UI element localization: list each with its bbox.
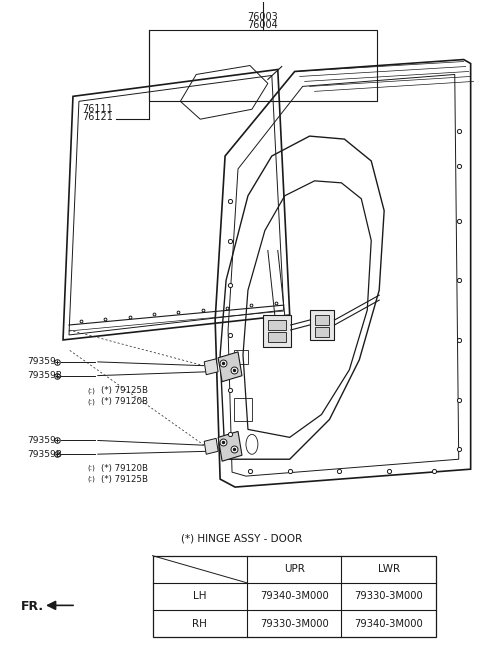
Text: (:): (:) bbox=[87, 387, 95, 394]
Text: 79330-3M000: 79330-3M000 bbox=[260, 618, 328, 629]
Polygon shape bbox=[218, 432, 242, 461]
Text: RH: RH bbox=[192, 618, 207, 629]
Bar bbox=[234, 398, 252, 421]
Text: (:): (:) bbox=[87, 476, 95, 483]
Text: 79330-3M000: 79330-3M000 bbox=[354, 592, 423, 601]
Text: LH: LH bbox=[193, 592, 206, 601]
Text: 79340-3M000: 79340-3M000 bbox=[354, 618, 423, 629]
FancyBboxPatch shape bbox=[268, 320, 286, 330]
Text: (*) 79120B: (*) 79120B bbox=[101, 464, 148, 473]
FancyBboxPatch shape bbox=[314, 327, 329, 337]
Text: FR.: FR. bbox=[21, 600, 44, 613]
Text: 76004: 76004 bbox=[248, 20, 278, 30]
Text: UPR: UPR bbox=[284, 564, 305, 574]
Text: 79359: 79359 bbox=[27, 436, 56, 445]
Text: (*) 79125B: (*) 79125B bbox=[101, 386, 148, 395]
Text: (*) HINGE ASSY - DOOR: (*) HINGE ASSY - DOOR bbox=[181, 534, 302, 544]
FancyBboxPatch shape bbox=[263, 315, 291, 347]
Text: 76121: 76121 bbox=[82, 112, 113, 122]
Polygon shape bbox=[204, 358, 218, 375]
Text: 76003: 76003 bbox=[248, 12, 278, 22]
Text: (*) 79120B: (*) 79120B bbox=[101, 397, 148, 406]
Text: (:): (:) bbox=[87, 398, 95, 405]
FancyBboxPatch shape bbox=[310, 310, 335, 340]
Polygon shape bbox=[218, 352, 242, 382]
Text: LWR: LWR bbox=[378, 564, 400, 574]
Text: (:): (:) bbox=[87, 465, 95, 471]
Text: 79359B: 79359B bbox=[27, 450, 62, 459]
Text: (*) 79125B: (*) 79125B bbox=[101, 475, 148, 484]
Text: 79340-3M000: 79340-3M000 bbox=[260, 592, 328, 601]
Text: 79359: 79359 bbox=[27, 357, 56, 366]
Text: 79359B: 79359B bbox=[27, 371, 62, 380]
FancyBboxPatch shape bbox=[314, 315, 329, 325]
Bar bbox=[234, 350, 248, 364]
Bar bbox=[153, 556, 436, 637]
Text: 76111: 76111 bbox=[82, 104, 113, 114]
Polygon shape bbox=[204, 438, 218, 454]
FancyBboxPatch shape bbox=[268, 332, 286, 342]
